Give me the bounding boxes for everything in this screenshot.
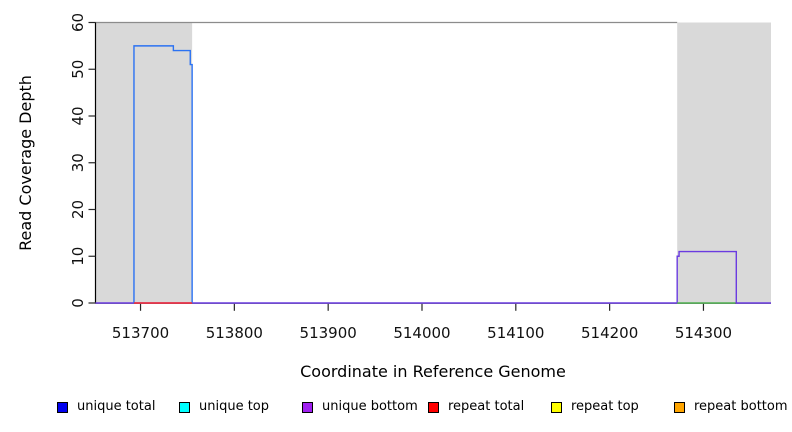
legend-label: unique bottom	[322, 399, 418, 414]
left-repeat-region	[95, 22, 193, 303]
y-axis-title: Read Coverage Depth	[16, 75, 35, 251]
legend-item-unique-total: unique total	[57, 400, 155, 414]
right-repeat-region	[677, 22, 771, 303]
legend-swatch-unique-total	[57, 401, 68, 413]
legend-item-unique-top: unique top	[179, 400, 269, 414]
y-tick-label: 20	[69, 200, 87, 219]
chart-legend: unique total unique top unique bottom repea…	[0, 400, 792, 420]
x-tick-label: 514000	[393, 324, 450, 342]
x-tick-label: 513800	[206, 324, 263, 342]
shaded-regions	[95, 22, 771, 303]
legend-label: repeat bottom	[694, 399, 788, 414]
series-unique-total	[133, 45, 193, 303]
legend-swatch-repeat-bottom	[674, 401, 685, 413]
legend-item-repeat-total: repeat total	[428, 400, 524, 414]
legend-label: repeat top	[571, 399, 639, 414]
axes: 0 10 20 30 40 50 60 513700 513800 513900 514000 514…	[69, 13, 771, 342]
legend-label: unique top	[199, 399, 270, 414]
legend-swatch-unique-bottom	[302, 401, 313, 413]
legend-item-repeat-bottom: repeat bottom	[674, 400, 788, 414]
x-tick-label: 514100	[487, 324, 544, 342]
y-tick-label: 50	[69, 60, 87, 79]
x-axis-title: Coordinate in Reference Genome	[300, 362, 566, 381]
legend-swatch-repeat-top	[551, 401, 562, 413]
x-tick-label: 513700	[112, 324, 169, 342]
series-unique-bottom	[95, 250, 771, 304]
legend-label: repeat total	[448, 399, 525, 414]
x-tick-label: 514200	[581, 324, 638, 342]
x-tick-label: 513900	[300, 324, 357, 342]
data-series	[95, 45, 771, 304]
y-tick-label: 10	[69, 247, 87, 266]
x-tick-label: 514300	[675, 324, 732, 342]
y-tick-label: 40	[69, 106, 87, 125]
y-tick-label: 30	[69, 153, 87, 172]
legend-item-unique-bottom: unique bottom	[302, 400, 418, 414]
y-tick-label: 0	[69, 298, 87, 308]
legend-item-repeat-top: repeat top	[551, 400, 639, 414]
legend-swatch-repeat-total	[428, 401, 439, 413]
legend-label: unique total	[77, 399, 156, 414]
y-tick-label: 60	[69, 13, 87, 32]
legend-swatch-unique-top	[179, 401, 190, 413]
